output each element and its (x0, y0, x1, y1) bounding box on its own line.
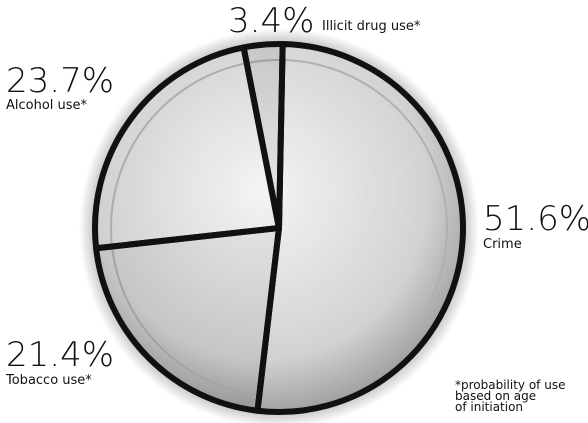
category-label: Illicit drug use* (322, 19, 421, 34)
category-label: Alcohol use* (6, 98, 88, 113)
footnote: of initiation (455, 400, 523, 414)
pie-slice (254, 41, 466, 415)
coin-rim (110, 59, 448, 397)
pie-slice (92, 44, 282, 252)
footnote: based on age (455, 389, 536, 403)
value-label: 51.6% (483, 199, 588, 239)
value-label: 3.4% (228, 1, 314, 41)
pie-slice (240, 41, 286, 231)
category-label: Crime (483, 237, 522, 252)
value-label: 23.7% (6, 61, 114, 101)
value-label: 21.4% (6, 335, 114, 375)
pie-slice (93, 225, 282, 414)
category-label: Tobacco use* (5, 373, 92, 388)
footnote: *probability of use (455, 378, 565, 392)
